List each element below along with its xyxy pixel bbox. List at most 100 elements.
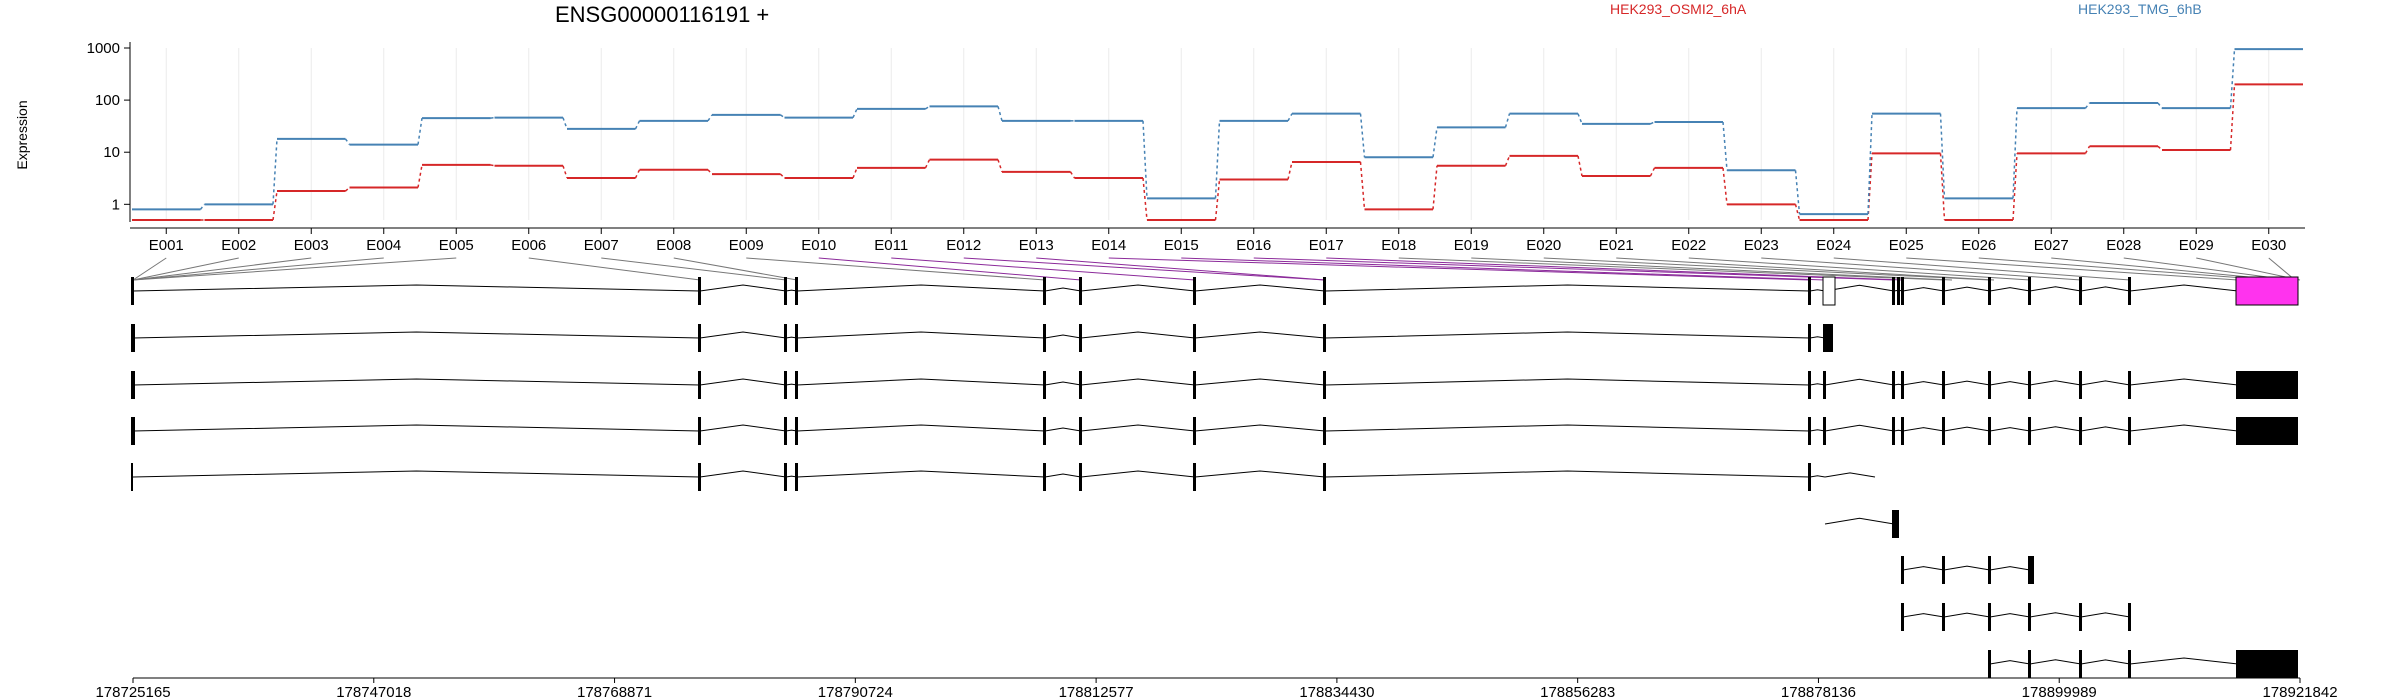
transcript-6 [1824,510,1899,538]
intron [1044,287,1082,292]
exon-connector-lines [132,257,2301,281]
exon [2079,371,2082,399]
intron [132,284,701,292]
intron [2029,612,2082,618]
x-tick-label-E023: E023 [1744,237,1779,254]
exon-connector [2196,257,2301,281]
exon [1988,556,1991,584]
exon-connector [2268,257,2296,281]
exon [2028,371,2031,399]
intron [1902,287,1945,292]
exon-connector [818,257,1082,281]
intron [699,424,787,432]
exon [698,417,701,445]
exon-connector [2051,257,2281,281]
intron [2080,426,2131,432]
exon [131,324,135,352]
series-step-connector [1287,113,1293,122]
intron [1824,424,1895,432]
exon-connector [746,257,1046,281]
series-step-connector [1649,167,1656,177]
x-tick-label-E013: E013 [1019,237,1054,254]
exon [1892,417,1895,445]
intron [132,378,701,386]
series-step-connector [562,117,568,130]
intron [1324,284,1811,292]
intron [132,470,701,478]
intron [1902,381,1945,386]
series-step-connector [1577,155,1583,177]
intron [796,331,1046,339]
series-step-connector [1359,161,1366,210]
intron [1943,612,1991,618]
exon [1823,371,1826,399]
genomic-tick-label: 178725165 [95,684,170,700]
x-tick-label-E029: E029 [2179,237,2214,254]
genomic-tick-label: 178899989 [2022,684,2097,700]
exon [1808,371,1811,399]
exon [1988,650,1991,678]
intron [1902,566,1945,571]
series-step-connector [2157,145,2163,151]
legend-series-1: HEK293_OSMI2_6hA [1610,1,1747,17]
intron [1989,427,2031,432]
exon-connector [1398,257,1945,281]
x-tick-label-E021: E021 [1599,237,1634,254]
exon [795,324,798,352]
y-axis-label: Expression [14,100,30,169]
exon [2028,650,2031,678]
exon [131,463,133,491]
series-step-connector [2157,102,2163,109]
intron [1324,470,1811,478]
exon [1901,371,1904,399]
x-tick-label-E010: E010 [801,237,836,254]
exon [795,417,798,445]
exon [1079,417,1082,445]
x-tick-label-E004: E004 [366,237,401,254]
exon-connector [1543,257,1991,281]
intron [2129,284,2239,292]
exon [2079,417,2082,445]
exon [1901,556,1904,584]
series-step-connector [2084,145,2091,154]
series-step-connector [852,108,858,118]
exon [698,277,701,305]
transcript-1 [131,276,2299,306]
exon [2028,277,2031,305]
x-tick-label-E016: E016 [1236,237,1271,254]
exon [1901,277,1904,305]
exon [1988,603,1991,631]
series-2 [132,48,2303,216]
genomic-tick-label: 178834430 [1299,684,1374,700]
exon [1079,463,1082,491]
intron [1080,331,1196,339]
series-step-connector [1287,161,1293,180]
intron [1809,475,1826,478]
intron [1044,381,1082,386]
exon [1808,324,1811,352]
series-step-connector [925,105,930,110]
series-step-connector [1142,120,1148,199]
exon [1942,417,1945,445]
exon [1043,324,1046,352]
series-step-connector [997,159,1003,173]
x-tick-label-E027: E027 [2034,237,2069,254]
series-step-connector [997,106,1003,122]
exon [1942,556,1945,584]
intron [1989,566,2031,571]
genomic-tick-label: 178768871 [577,684,652,700]
exon [2079,603,2082,631]
transcript-5 [131,463,1876,491]
exon [1193,417,1196,445]
intron [796,284,1046,292]
series-step-connector [707,169,713,175]
exon [131,371,135,399]
series-step-connector [1577,113,1583,125]
exon [784,463,787,491]
exon [1193,371,1196,399]
x-tick-label-E009: E009 [729,237,764,254]
series-step-connector [1359,113,1366,158]
intron [699,470,787,478]
intron [699,331,787,339]
intron [699,284,787,292]
